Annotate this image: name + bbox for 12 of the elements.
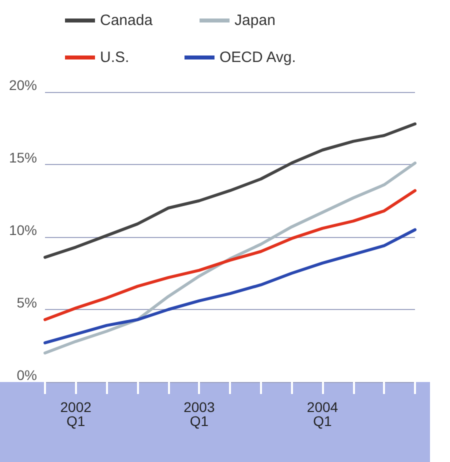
y-tick-label: 0%	[16, 367, 37, 383]
legend-label: U.S.	[100, 49, 163, 66]
x-tick-label: 2003 Q1	[184, 399, 215, 429]
x-tick-label: 2002 Q1	[60, 399, 92, 429]
legend-label: Japan	[234, 12, 305, 29]
y-tick-label: 15%	[8, 150, 37, 166]
legend-label: OECD Avg.	[220, 49, 308, 66]
y-tick-label: 10%	[8, 222, 37, 238]
y-tick-label: 20%	[8, 77, 37, 93]
x-tick-label: 2004 Q1	[306, 399, 338, 429]
legend-label: Canada	[100, 12, 178, 29]
y-tick-label: 5%	[16, 294, 37, 310]
